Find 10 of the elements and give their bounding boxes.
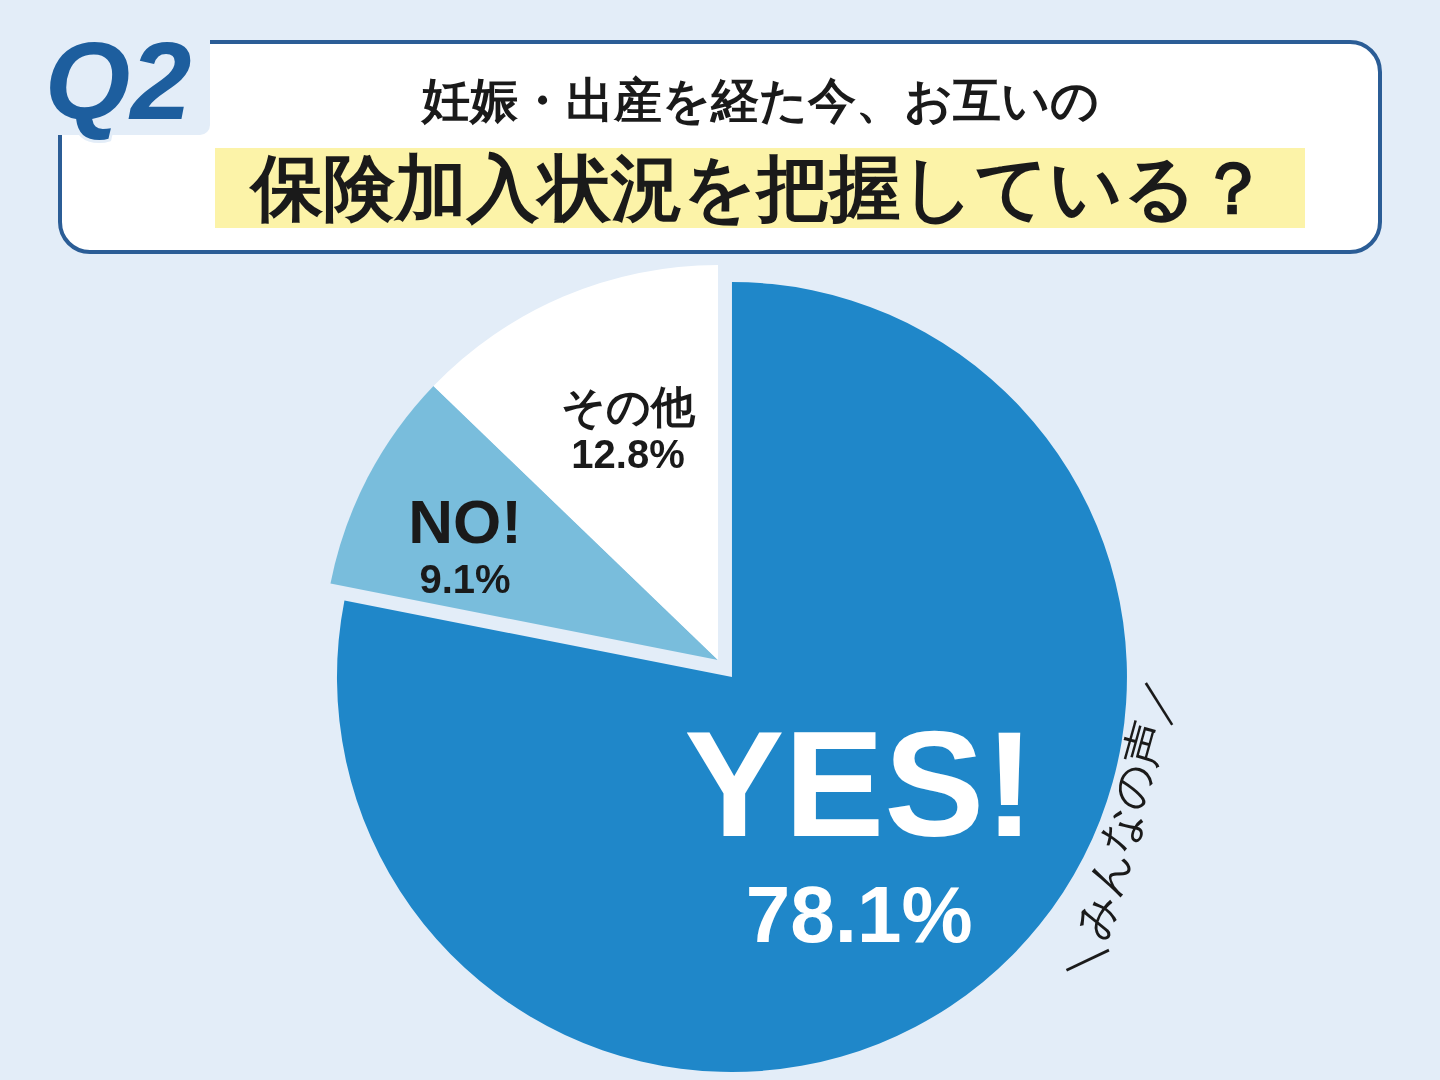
data-label: 12.8% — [571, 432, 685, 477]
slice-label: その他 — [561, 381, 696, 431]
text: Q2 — [44, 18, 192, 142]
chart-title: 保険加入状況を把握している？ — [248, 148, 1269, 228]
data-label: 78.1% — [745, 869, 973, 959]
data-label: 9.1% — [419, 557, 511, 602]
slice-label: NO! — [408, 486, 522, 556]
chart-subtitle: 妊娠・出産を経た今、お互いの — [419, 73, 1099, 127]
slice-label: YES! — [684, 699, 1035, 868]
text: ＼みんなの声／ — [1054, 673, 1186, 987]
